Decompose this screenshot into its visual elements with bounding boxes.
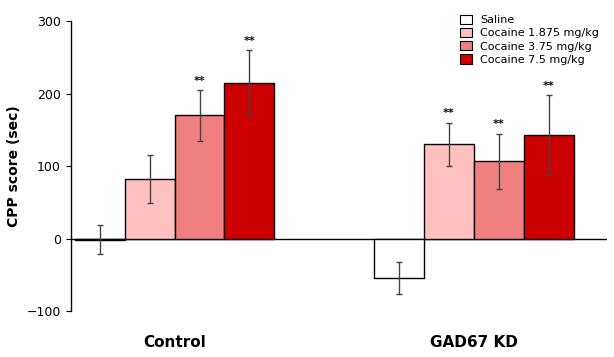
Bar	[75, 238, 125, 240]
Y-axis label: CPP score (sec): CPP score (sec)	[7, 105, 21, 227]
Text: **: **	[443, 109, 455, 119]
Text: **: **	[543, 81, 554, 91]
Bar	[374, 238, 424, 278]
Text: **: **	[244, 36, 255, 46]
Bar	[424, 145, 474, 238]
Bar	[225, 83, 274, 238]
Bar	[524, 135, 574, 238]
Text: **: **	[193, 76, 206, 86]
Bar	[125, 179, 174, 238]
Bar	[174, 115, 225, 238]
Bar	[474, 161, 524, 238]
Legend: Saline, Cocaine 1.875 mg/kg, Cocaine 3.75 mg/kg, Cocaine 7.5 mg/kg: Saline, Cocaine 1.875 mg/kg, Cocaine 3.7…	[458, 12, 602, 67]
Text: **: **	[493, 119, 505, 129]
